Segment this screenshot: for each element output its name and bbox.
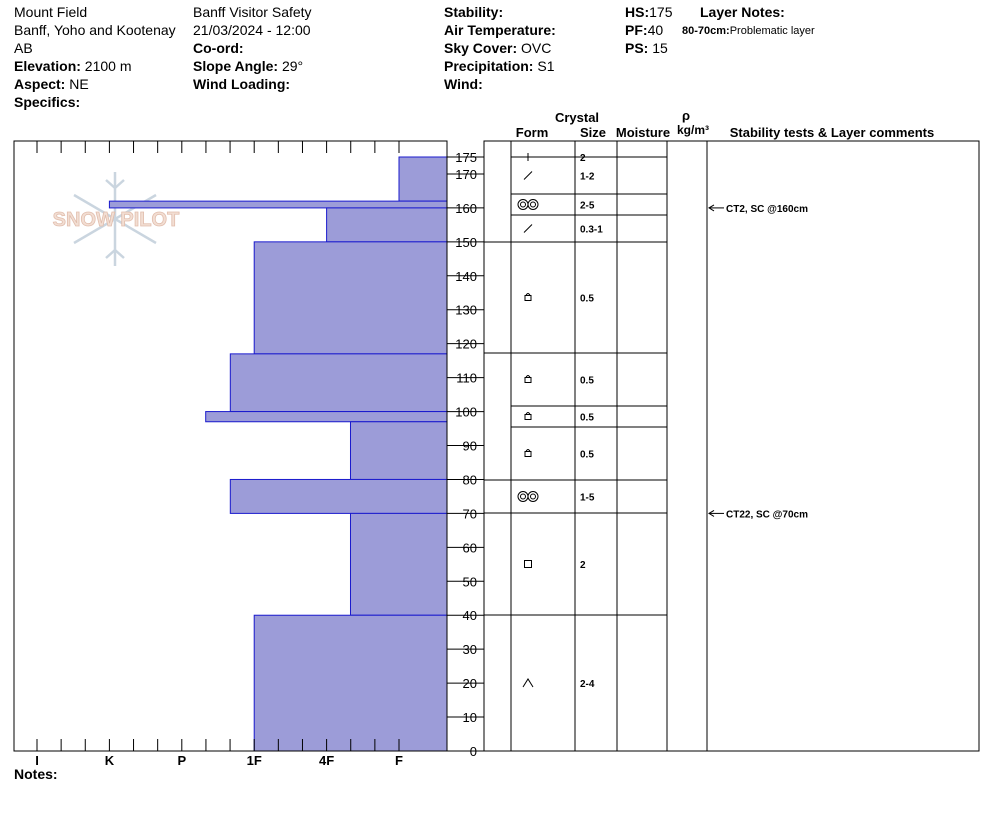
- y-tick-label: 160: [455, 201, 477, 216]
- snowpilot-logo: SNOW PILOT: [52, 172, 180, 266]
- y-tick-label: 60: [463, 540, 477, 555]
- y-tick-label: 70: [463, 506, 477, 521]
- crystal-size: 0.5: [580, 294, 594, 305]
- hardness-bar: [398, 156, 448, 202]
- y-tick-label: 20: [463, 676, 477, 691]
- crystal-form-icon: [517, 199, 539, 210]
- layer-note: 80-70cm:Problematic layer: [682, 25, 815, 37]
- ps: PS: 15: [625, 40, 668, 56]
- wind-loading: Wind Loading:: [193, 76, 291, 92]
- crystal-size: 2-4: [580, 679, 595, 690]
- crystal-form-icon: [524, 412, 532, 420]
- aspect: Aspect: NE: [14, 76, 89, 92]
- location-name: Mount Field: [14, 4, 88, 20]
- pf: PF:40: [625, 22, 664, 38]
- form-header: Form: [516, 125, 549, 140]
- y-tick-label: 10: [463, 710, 477, 725]
- crystal-form-icon: [517, 491, 539, 502]
- sky-cover: Sky Cover: OVC: [444, 40, 552, 56]
- y-tick-label: 40: [463, 608, 477, 623]
- x-tick-label: P: [177, 753, 186, 768]
- hardness-bar: [253, 241, 448, 355]
- coordinates: Co-ord:: [193, 40, 244, 56]
- size-header: Size: [580, 125, 606, 140]
- crystal-form-icon: [524, 560, 532, 568]
- hardness-bar: [349, 421, 448, 480]
- x-tick-label: 4F: [319, 753, 334, 768]
- y-tick-label: 120: [455, 337, 477, 352]
- hardness-bar: [205, 411, 448, 423]
- y-tick-label: 130: [455, 303, 477, 318]
- y-tick-label: 0: [470, 744, 477, 759]
- crystal-form-icon: [524, 449, 532, 457]
- y-tick-label: 175: [455, 150, 477, 165]
- stability-test-label: CT2, SC @160cm: [726, 204, 808, 215]
- y-tick-label: 150: [455, 235, 477, 250]
- density-unit-header: kg/m³: [677, 123, 709, 137]
- crystal-form-icon: [524, 375, 532, 383]
- layer-table-frame: [483, 140, 980, 752]
- y-tick-label: 30: [463, 642, 477, 657]
- hardness-bar: [108, 200, 448, 209]
- crystal-form-icon: [523, 171, 533, 180]
- wind: Wind:: [444, 76, 483, 92]
- y-tick-label: 110: [456, 371, 477, 386]
- svg-text:SNOW PILOT: SNOW PILOT: [53, 209, 180, 231]
- crystal-form-icon: [522, 678, 534, 688]
- stability-test-arrowhead: [708, 204, 715, 212]
- y-tick-label: 90: [463, 439, 477, 454]
- elevation: Elevation: 2100 m: [14, 58, 132, 74]
- notes-label: Notes:: [14, 766, 58, 782]
- crystal-size: 0.5: [580, 450, 594, 461]
- x-tick-label: K: [105, 753, 115, 768]
- crystal-size: 1-5: [580, 493, 595, 504]
- hardness-bar: [229, 478, 448, 514]
- stability-test-arrowhead: [708, 509, 715, 517]
- crystal-form-icon: [523, 224, 533, 233]
- observer: Banff Visitor Safety: [193, 4, 312, 20]
- x-tick-label: F: [395, 753, 403, 768]
- x-tick-label: I: [35, 753, 39, 768]
- y-tick-label: 170: [455, 167, 477, 182]
- layer-notes-label: Layer Notes:: [700, 4, 785, 20]
- rho-header: ρ: [682, 108, 690, 123]
- crystal-size: 2: [580, 560, 586, 571]
- y-tick-label: 80: [463, 472, 477, 487]
- date-time: 21/03/2024 - 12:00: [193, 22, 311, 38]
- y-tick-label: 100: [455, 405, 477, 420]
- hs: HS:175: [625, 4, 673, 20]
- crystal-size: 0.3-1: [580, 225, 603, 236]
- stability: Stability:: [444, 4, 504, 20]
- specifics: Specifics:: [14, 94, 81, 110]
- region-name: Banff, Yoho and Kootenay: [14, 22, 176, 38]
- crystal-size: 0.5: [580, 376, 594, 387]
- y-tick-label: 50: [463, 574, 477, 589]
- crystal-size: 2: [580, 153, 586, 164]
- precipitation: Precipitation: S1: [444, 58, 555, 74]
- crystal-header: Crystal: [555, 110, 599, 125]
- hardness-bar: [229, 353, 448, 413]
- crystal-size: 2-5: [580, 201, 595, 212]
- crystal-size: 0.5: [580, 413, 594, 424]
- hardness-bar: [253, 614, 448, 752]
- slope-angle: Slope Angle: 29°: [193, 58, 304, 74]
- crystal-form-icon: [524, 293, 532, 301]
- moisture-header: Moisture: [616, 125, 670, 140]
- y-tick-label: 140: [455, 269, 477, 284]
- hardness-bar: [349, 512, 448, 616]
- province: AB: [14, 40, 33, 56]
- stability-header: Stability tests & Layer comments: [730, 125, 934, 140]
- stability-test-label: CT22, SC @70cm: [726, 509, 808, 520]
- air-temperature: Air Temperature:: [444, 22, 556, 38]
- hardness-bar: [326, 207, 448, 243]
- x-tick-label: 1F: [247, 753, 262, 768]
- crystal-size: 1-2: [580, 172, 595, 183]
